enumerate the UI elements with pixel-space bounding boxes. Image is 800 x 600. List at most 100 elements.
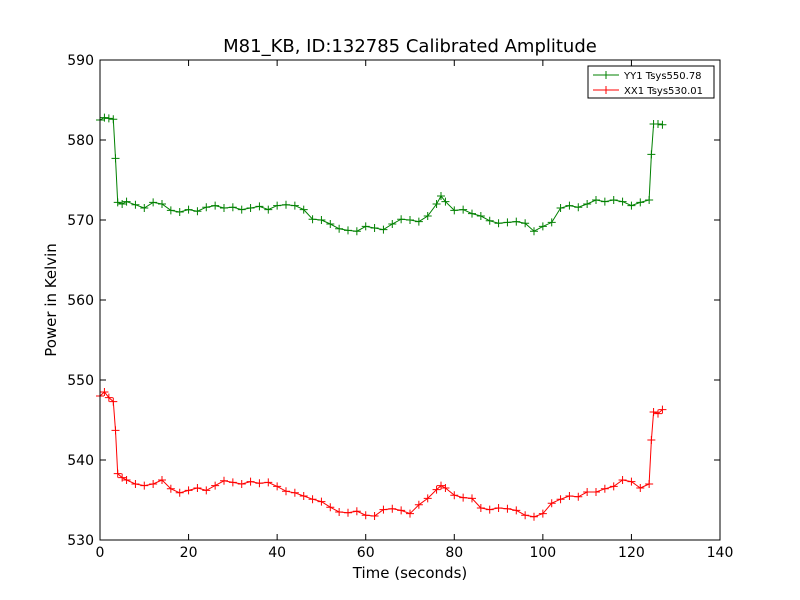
x-tick-label: 140 bbox=[707, 545, 734, 561]
data-point bbox=[361, 511, 370, 520]
data-point bbox=[100, 388, 109, 396]
y-tick-label: 550 bbox=[67, 373, 94, 389]
data-point bbox=[521, 511, 530, 520]
data-point bbox=[432, 485, 441, 494]
data-point bbox=[175, 488, 184, 497]
legend-marker bbox=[602, 71, 610, 79]
data-point bbox=[317, 216, 326, 224]
data-point bbox=[450, 491, 459, 500]
data-point bbox=[441, 484, 450, 492]
data-point bbox=[109, 397, 118, 406]
data-point bbox=[140, 481, 149, 490]
data-point bbox=[530, 227, 538, 236]
data-point bbox=[111, 426, 120, 435]
data-point bbox=[485, 505, 494, 514]
data-point bbox=[654, 409, 662, 418]
series-line-1 bbox=[99, 391, 663, 518]
chart-title: M81_KB, ID:132785 Calibrated Amplitude bbox=[223, 36, 597, 57]
series-layer bbox=[96, 113, 667, 521]
data-point bbox=[149, 198, 158, 207]
data-point bbox=[193, 484, 202, 492]
x-axis-title: Time (seconds) bbox=[352, 564, 468, 582]
x-tick-label: 60 bbox=[357, 545, 375, 561]
y-tick-label: 540 bbox=[67, 453, 94, 469]
data-point bbox=[494, 504, 503, 512]
data-point bbox=[211, 201, 220, 210]
data-point bbox=[379, 225, 388, 234]
data-point bbox=[538, 222, 547, 231]
data-point bbox=[645, 480, 654, 488]
data-point bbox=[149, 480, 158, 488]
data-point bbox=[228, 203, 237, 212]
data-point bbox=[574, 492, 583, 501]
data-point bbox=[335, 508, 344, 516]
data-point bbox=[264, 205, 273, 214]
data-point bbox=[556, 495, 565, 504]
data-point bbox=[166, 206, 175, 215]
data-point bbox=[600, 197, 609, 206]
data-point bbox=[547, 218, 556, 227]
data-point bbox=[344, 226, 352, 235]
y-tick-label: 560 bbox=[67, 293, 94, 309]
y-tick-label: 570 bbox=[67, 213, 94, 229]
y-tick-label: 590 bbox=[67, 53, 94, 69]
data-point bbox=[290, 201, 299, 210]
data-point bbox=[609, 196, 618, 204]
data-point bbox=[255, 479, 264, 488]
series-line-0 bbox=[99, 117, 663, 232]
data-point bbox=[379, 505, 388, 514]
x-tick-label: 20 bbox=[180, 545, 198, 561]
data-point bbox=[264, 478, 273, 487]
data-point bbox=[361, 222, 370, 231]
data-point bbox=[565, 201, 574, 210]
data-point bbox=[658, 405, 667, 414]
data-point bbox=[202, 486, 211, 495]
data-point bbox=[423, 494, 432, 503]
ticks-layer: 0 20 40 60 80 100 120 140 530 540 550 560 570 580 590 bbox=[67, 53, 733, 561]
data-point bbox=[636, 484, 645, 492]
data-point bbox=[290, 488, 299, 497]
data-point bbox=[388, 220, 397, 228]
data-point bbox=[406, 509, 414, 518]
data-point bbox=[273, 482, 282, 491]
legend-marker bbox=[602, 86, 610, 94]
data-point bbox=[406, 216, 414, 224]
data-point bbox=[441, 197, 450, 206]
data-point bbox=[654, 120, 662, 128]
data-point bbox=[476, 212, 485, 220]
data-point bbox=[583, 488, 592, 496]
data-point bbox=[335, 224, 344, 233]
data-point bbox=[317, 497, 326, 506]
data-point bbox=[658, 120, 667, 129]
data-point bbox=[618, 197, 627, 206]
data-point bbox=[494, 219, 503, 228]
data-point bbox=[228, 478, 237, 487]
data-point bbox=[414, 500, 423, 509]
data-point bbox=[104, 393, 113, 402]
series-markers-1 bbox=[96, 388, 667, 521]
data-point bbox=[636, 198, 645, 207]
data-point bbox=[388, 504, 397, 513]
data-point bbox=[220, 476, 228, 485]
data-point bbox=[326, 220, 335, 228]
data-point bbox=[184, 486, 193, 495]
x-tick-label: 80 bbox=[445, 545, 463, 561]
data-point bbox=[158, 476, 166, 484]
data-point bbox=[647, 436, 656, 444]
data-point bbox=[282, 487, 290, 496]
data-point bbox=[220, 204, 228, 212]
data-point bbox=[211, 481, 220, 490]
y-tick-label: 580 bbox=[67, 133, 94, 149]
data-point bbox=[308, 215, 317, 224]
data-point bbox=[255, 202, 264, 211]
data-point bbox=[512, 506, 521, 515]
x-tick-label: 0 bbox=[96, 545, 105, 561]
data-point bbox=[299, 492, 308, 500]
data-point bbox=[530, 512, 538, 521]
data-point bbox=[326, 503, 335, 512]
data-point bbox=[344, 508, 352, 517]
data-point bbox=[609, 482, 618, 491]
data-point bbox=[246, 477, 255, 486]
data-point bbox=[521, 219, 530, 228]
